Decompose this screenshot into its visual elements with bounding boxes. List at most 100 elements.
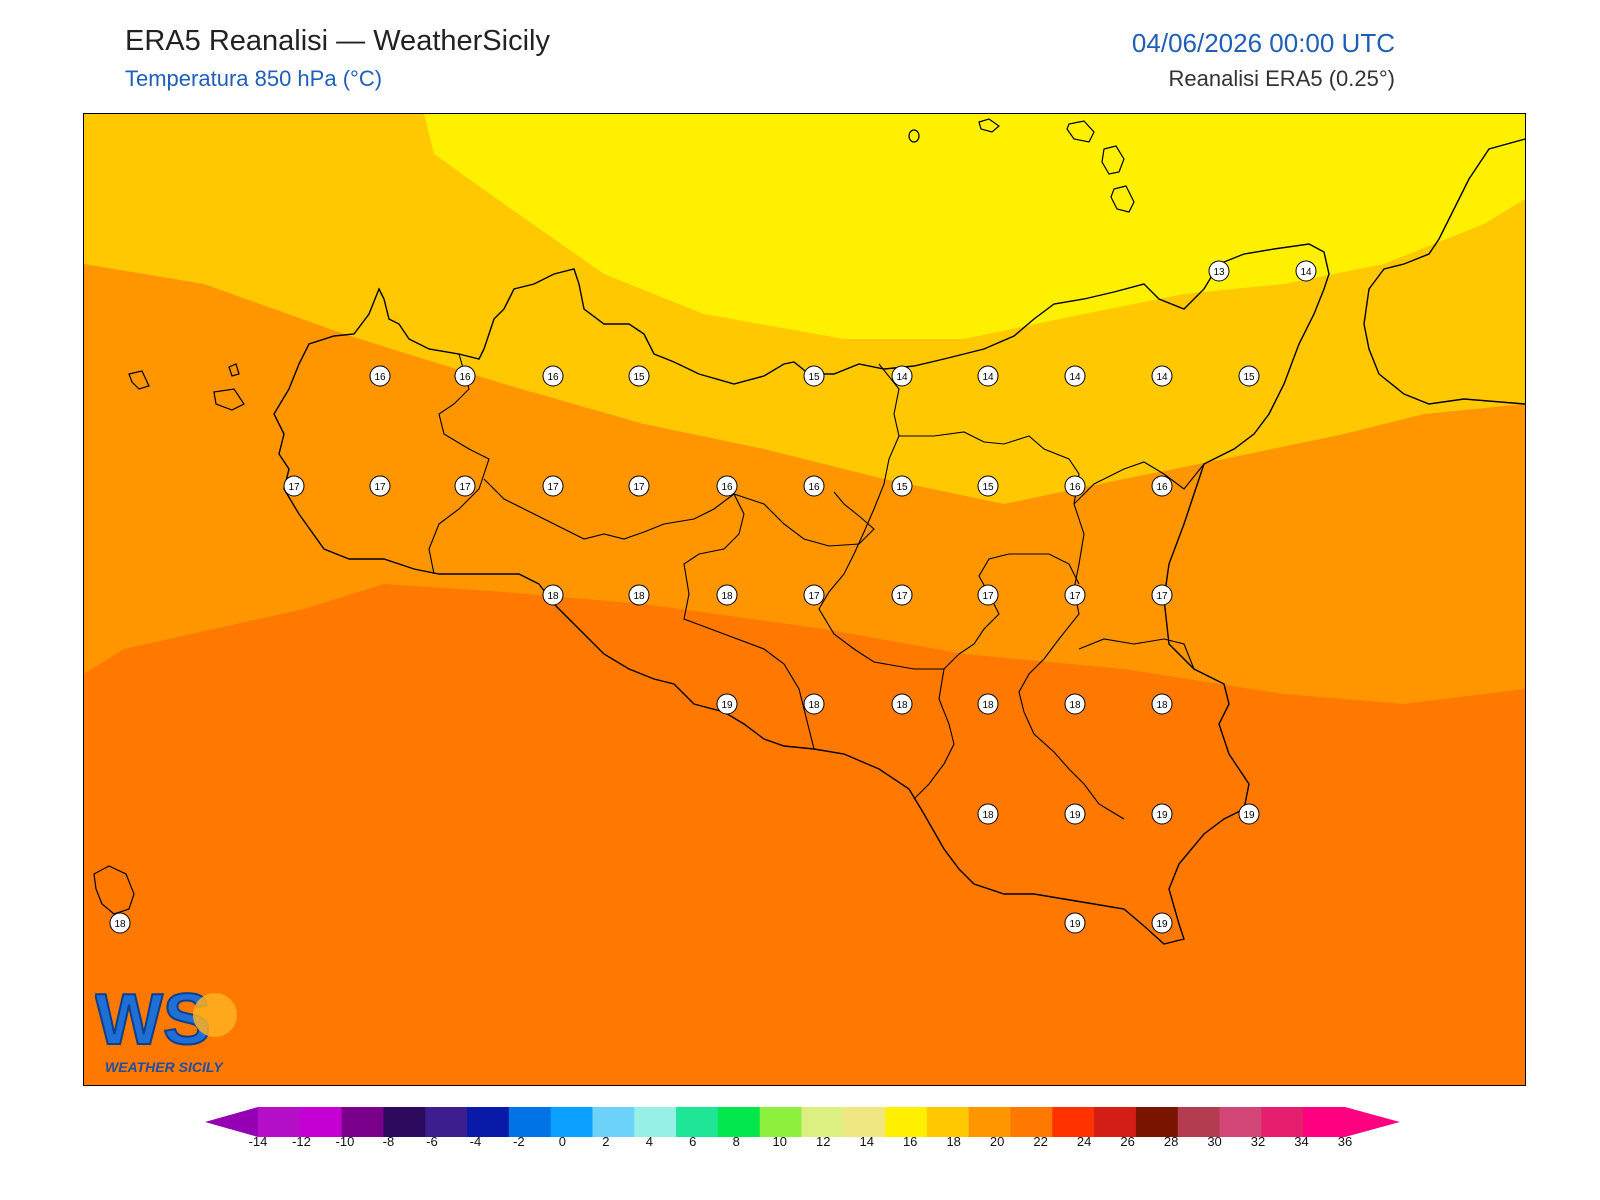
sicily-coastline <box>273 243 1330 945</box>
colorbar-tick-label: 22 <box>1033 1134 1048 1149</box>
colorbar-tick-label: 30 <box>1207 1134 1222 1149</box>
colorbar-swatch <box>843 1107 886 1137</box>
colorbar-tick-label: 16 <box>902 1134 918 1149</box>
temp-point-label: 18 <box>721 591 733 602</box>
temp-point-marker <box>977 475 999 497</box>
temp-point-marker <box>542 584 564 606</box>
temp-point-label: 19 <box>1069 919 1081 930</box>
temp-point-marker <box>716 475 738 497</box>
temp-point-label: 19 <box>721 700 733 711</box>
colorbar-tick-label: 0 <box>558 1134 566 1149</box>
temp-point-label: 16 <box>721 482 733 493</box>
temp-point-marker <box>1151 584 1173 606</box>
temp-point-marker <box>891 475 913 497</box>
colorbar-tick-label: -4 <box>469 1134 482 1149</box>
temp-point-label: 18 <box>633 591 645 602</box>
temp-point-marker <box>716 584 738 606</box>
colorbar-swatch <box>759 1107 802 1137</box>
colorbar-labels: -14 -12 -10 -8 -6 -4 -2 0 2 4 6 8 10 12 14 16 18 20 22 24 26… <box>0 1134 1600 1154</box>
temp-point-label: 16 <box>808 482 820 493</box>
temp-point-marker <box>977 365 999 387</box>
colorbar-swatch <box>508 1107 552 1137</box>
colorbar-swatch <box>1052 1107 1095 1137</box>
temp-point-marker <box>628 365 650 387</box>
temperature-points: 13 14 16 16 16 15 15 14 14 14 14 15 17 17 17 17 17 16 16 15… <box>109 260 1317 934</box>
temp-point-label: 15 <box>1243 372 1255 383</box>
temp-point-marker <box>891 365 913 387</box>
temp-point-label: 15 <box>896 482 908 493</box>
colorbar-tick-label: 6 <box>689 1134 697 1149</box>
logo-text: WEATHER SICILY <box>105 1059 224 1075</box>
egadi-islands <box>128 363 245 411</box>
temp-point-marker <box>1064 365 1086 387</box>
colorbar <box>205 1107 1400 1137</box>
temp-point-marker <box>1064 475 1086 497</box>
temp-point-label: 16 <box>1069 482 1081 493</box>
colorbar-swatch <box>1094 1107 1137 1137</box>
temp-point-label: 14 <box>982 372 994 383</box>
temp-point-label: 19 <box>1156 919 1168 930</box>
temp-point-marker <box>454 475 476 497</box>
colorbar-swatch <box>1261 1107 1304 1137</box>
colorbar-tick-label: 34 <box>1294 1134 1309 1149</box>
temp-point-marker <box>628 475 650 497</box>
temp-point-label: 17 <box>374 482 386 493</box>
temp-point-marker <box>891 693 913 715</box>
temp-point-label: 18 <box>1069 700 1081 711</box>
temp-point-label: 17 <box>808 591 820 602</box>
colorbar-swatch <box>885 1107 928 1137</box>
colorbar-tick-label: 12 <box>816 1134 831 1149</box>
temp-point-marker <box>1064 584 1086 606</box>
temp-point-marker <box>1208 260 1230 282</box>
map-datetime: 04/06/2026 00:00 UTC <box>1131 28 1395 58</box>
temp-point-label: 18 <box>547 591 559 602</box>
map-title: ERA5 Reanalisi — WeatherSicily <box>125 25 550 57</box>
map-subtitle: Temperatura 850 hPa (°C) <box>125 66 383 91</box>
temperature-map[interactable]: 13 14 16 16 16 15 15 14 14 14 14 15 17 17 17 17 17 16 16 15… <box>83 113 1526 1086</box>
temp-point-label: 16 <box>547 372 559 383</box>
temp-point-marker <box>1295 260 1317 282</box>
temp-point-label: 18 <box>808 700 820 711</box>
colorbar-tick-label: 26 <box>1120 1134 1135 1149</box>
temp-point-label: 18 <box>982 700 994 711</box>
colorbar-left-cap <box>205 1107 258 1137</box>
colorbar-swatch <box>299 1107 343 1137</box>
temp-point-marker <box>369 475 391 497</box>
colorbar-tick-label: -2 <box>513 1134 525 1149</box>
colorbar-tick-label: 36 <box>1337 1134 1353 1149</box>
temp-point-label: 17 <box>896 591 908 602</box>
colorbar-swatch <box>383 1107 426 1137</box>
temp-point-label: 13 <box>1213 267 1225 278</box>
colorbar-right-cap <box>1345 1107 1400 1137</box>
temp-point-marker <box>803 475 825 497</box>
temp-point-label: 14 <box>1069 372 1081 383</box>
colorbar-tick-label: 8 <box>732 1134 740 1149</box>
temp-point-marker <box>542 475 564 497</box>
colorbar-tick-label: 32 <box>1250 1134 1266 1149</box>
colorbar-tick-label: 18 <box>946 1134 961 1149</box>
colorbar-tick-label: 2 <box>602 1134 610 1149</box>
colorbar-swatch <box>1219 1107 1262 1137</box>
temp-point-marker <box>283 475 305 497</box>
colorbar-swatch <box>1303 1107 1346 1137</box>
temp-point-label: 15 <box>982 482 994 493</box>
colorbar-tick-label: -8 <box>382 1134 395 1149</box>
temp-point-marker <box>628 584 650 606</box>
temp-point-label: 17 <box>288 482 300 493</box>
colorbar-swatch <box>676 1107 719 1137</box>
temp-point-label: 17 <box>633 482 645 493</box>
temp-point-marker <box>1151 803 1173 825</box>
colorbar-tick-label: -6 <box>426 1134 438 1149</box>
province-boundaries <box>428 353 1205 820</box>
colorbar-swatch <box>634 1107 677 1137</box>
aeolian-islands <box>908 118 1135 213</box>
temp-point-marker <box>1064 803 1086 825</box>
colorbar-tick-label: 20 <box>989 1134 1005 1149</box>
colorbar-swatch <box>717 1107 761 1137</box>
colorbar-tick-label: 10 <box>772 1134 787 1149</box>
colorbar-swatch <box>1177 1107 1221 1137</box>
temp-point-marker <box>977 584 999 606</box>
temp-point-label: 17 <box>1156 591 1168 602</box>
temp-point-marker <box>891 584 913 606</box>
pantelleria-island <box>93 865 135 915</box>
